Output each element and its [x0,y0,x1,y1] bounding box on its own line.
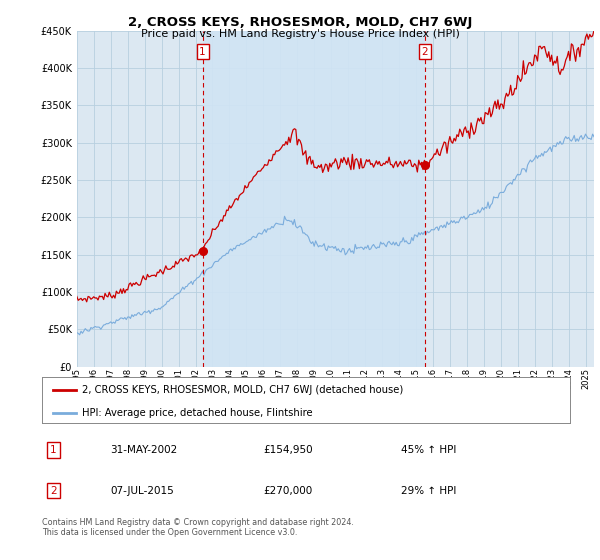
Text: 07-JUL-2015: 07-JUL-2015 [110,486,175,496]
Text: 2: 2 [50,486,57,496]
Text: £270,000: £270,000 [264,486,313,496]
Text: 2, CROSS KEYS, RHOSESMOR, MOLD, CH7 6WJ (detached house): 2, CROSS KEYS, RHOSESMOR, MOLD, CH7 6WJ … [82,385,403,395]
Text: 29% ↑ HPI: 29% ↑ HPI [401,486,457,496]
Text: 45% ↑ HPI: 45% ↑ HPI [401,445,457,455]
Text: 1: 1 [50,445,57,455]
Bar [203,31,425,367]
Text: £154,950: £154,950 [264,445,313,455]
Text: 2, CROSS KEYS, RHOSESMOR, MOLD, CH7 6WJ: 2, CROSS KEYS, RHOSESMOR, MOLD, CH7 6WJ [128,16,472,29]
Text: Price paid vs. HM Land Registry's House Price Index (HPI): Price paid vs. HM Land Registry's House … [140,29,460,39]
Text: HPI: Average price, detached house, Flintshire: HPI: Average price, detached house, Flin… [82,408,312,418]
Text: 2: 2 [421,46,428,57]
Text: 1: 1 [199,46,206,57]
Text: Contains HM Land Registry data © Crown copyright and database right 2024.
This d: Contains HM Land Registry data © Crown c… [42,518,354,538]
Text: 31-MAY-2002: 31-MAY-2002 [110,445,178,455]
